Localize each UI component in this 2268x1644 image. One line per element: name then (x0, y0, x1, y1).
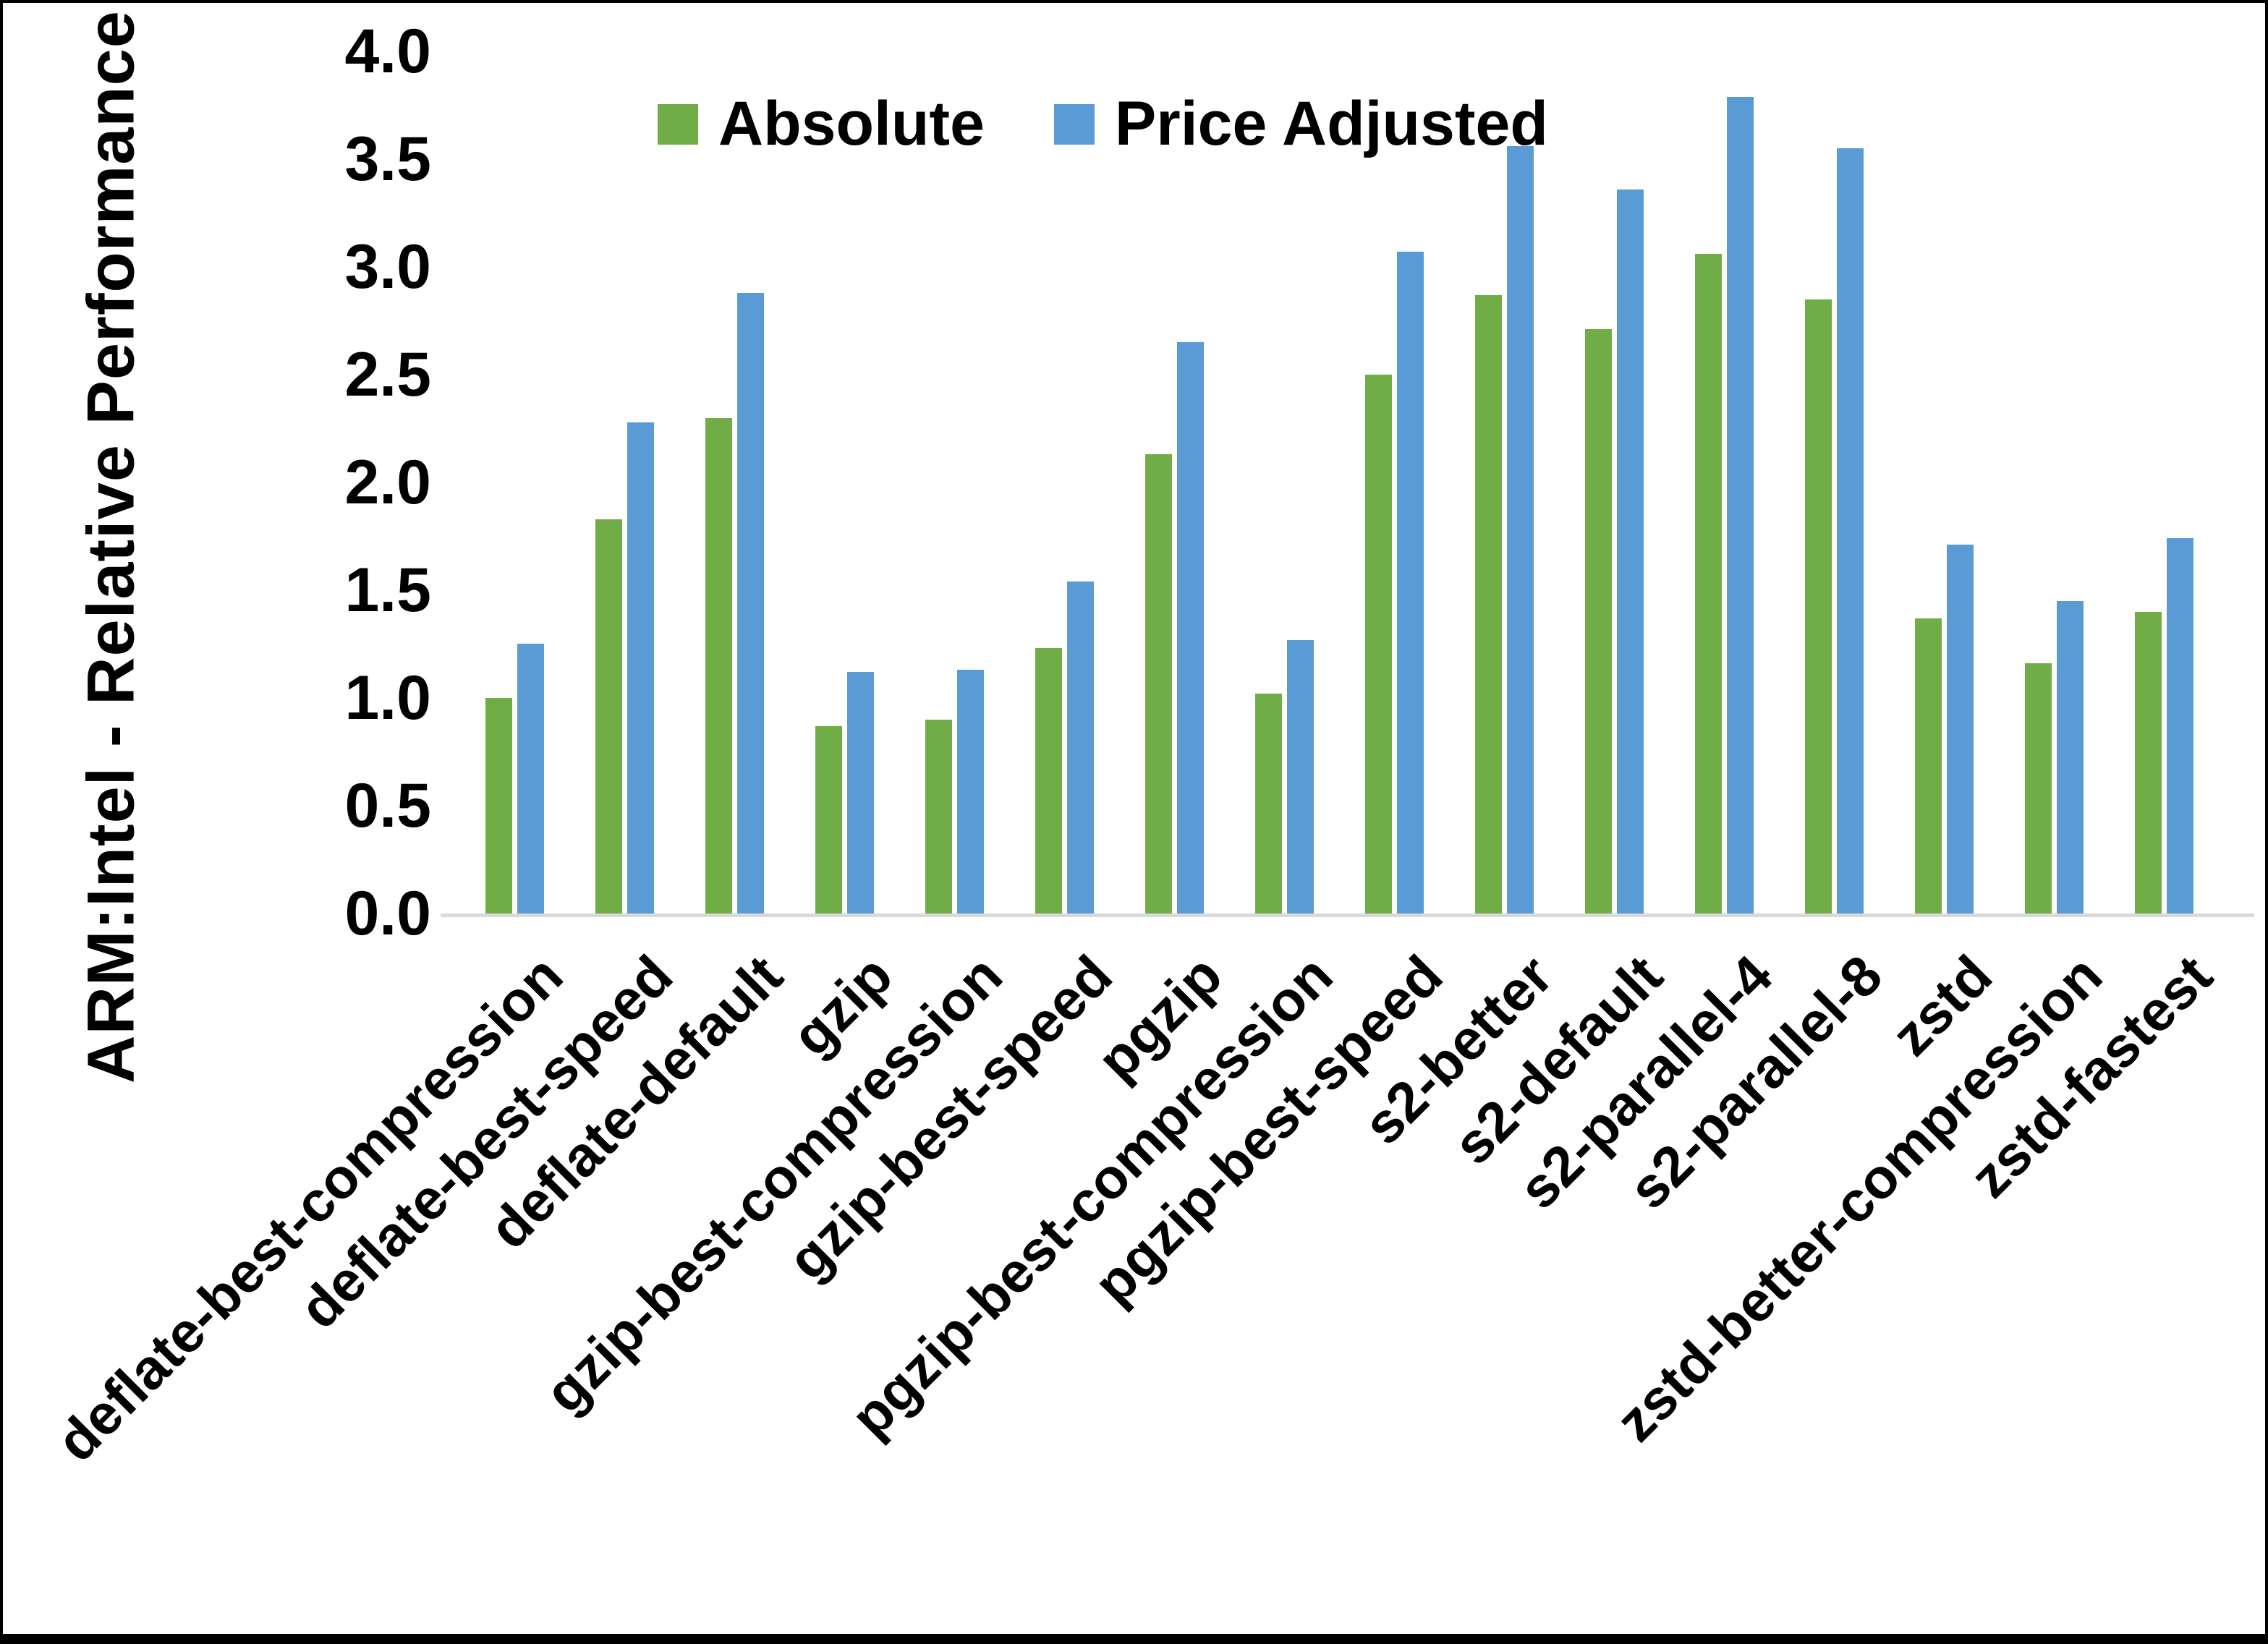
bar-absolute (2135, 612, 2162, 913)
legend-swatch-absolute-icon (658, 103, 698, 145)
bar-price-adjusted (1397, 252, 1424, 913)
bar-price-adjusted (847, 672, 874, 913)
bar-absolute (925, 720, 952, 913)
y-tick-label: 0.5 (344, 771, 431, 840)
bar-price-adjusted (1507, 146, 1534, 913)
bar-price-adjusted (2167, 538, 2193, 913)
bar-absolute (2025, 663, 2052, 913)
bar-absolute (485, 698, 512, 913)
bar-price-adjusted (1177, 342, 1204, 913)
legend-item-absolute: Absolute (658, 88, 985, 160)
y-tick-label: 3.0 (344, 232, 431, 302)
bar-absolute (1585, 329, 1612, 913)
bar-absolute (705, 418, 732, 913)
y-axis-title: ARM:Intel - Relative Performance (74, 10, 148, 1083)
legend-item-price-adjusted: Price Adjusted (1053, 88, 1548, 160)
bar-absolute (595, 519, 622, 913)
bar-price-adjusted (1287, 640, 1314, 913)
bar-price-adjusted (1837, 148, 1864, 913)
bar-absolute (1365, 375, 1392, 913)
y-tick-label: 4.0 (344, 17, 431, 86)
bar-absolute (1915, 618, 1942, 913)
y-tick-label: 2.0 (344, 448, 431, 517)
bar-absolute (1145, 454, 1172, 913)
bar-absolute (1035, 648, 1062, 913)
bar-absolute (815, 726, 842, 913)
bar-price-adjusted (2057, 601, 2084, 913)
bar-price-adjusted (957, 670, 984, 913)
bar-absolute (1255, 694, 1282, 913)
bar-price-adjusted (1067, 582, 1094, 913)
legend-label-absolute: Absolute (718, 89, 985, 158)
legend-label-price-adjusted: Price Adjusted (1114, 89, 1548, 158)
legend-swatch-price-adjusted-icon (1053, 103, 1095, 145)
bar-price-adjusted (737, 293, 764, 913)
y-tick-label: 0.0 (344, 879, 431, 948)
bar-price-adjusted (1617, 189, 1644, 913)
bar-absolute (1475, 295, 1502, 913)
bar-price-adjusted (627, 422, 654, 913)
x-axis-line (441, 913, 2254, 917)
y-tick-label: 3.5 (344, 124, 431, 194)
bar-price-adjusted (1727, 97, 1754, 913)
y-tick-label: 1.5 (344, 555, 431, 625)
bar-absolute (1805, 299, 1832, 913)
bar-price-adjusted (517, 644, 544, 913)
bar-absolute (1695, 254, 1722, 913)
y-tick-label: 1.0 (344, 663, 431, 733)
y-tick-label: 2.5 (344, 340, 431, 409)
bar-price-adjusted (1947, 545, 1974, 913)
chart-legend: Absolute Price Adjusted (658, 88, 1548, 160)
